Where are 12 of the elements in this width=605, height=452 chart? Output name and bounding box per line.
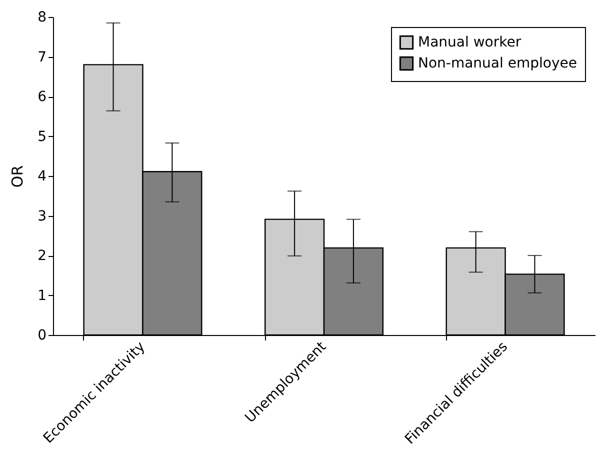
legend-label: Manual worker	[418, 34, 522, 50]
y-tick-label: 7	[38, 49, 46, 66]
y-tick-label: 8	[38, 10, 46, 26]
y-tick-label: 5	[38, 128, 46, 145]
y-tick-label: 1	[38, 288, 46, 304]
y-tick-label: 6	[38, 89, 47, 105]
y-tick-label: 4	[38, 168, 47, 184]
y-tick-label: 3	[38, 208, 46, 224]
legend-label: Non-manual employee	[418, 56, 577, 72]
y-tick-label: 2	[38, 248, 46, 264]
y-axis-title: OR	[8, 165, 27, 188]
y-tick-label: 0	[38, 328, 46, 344]
